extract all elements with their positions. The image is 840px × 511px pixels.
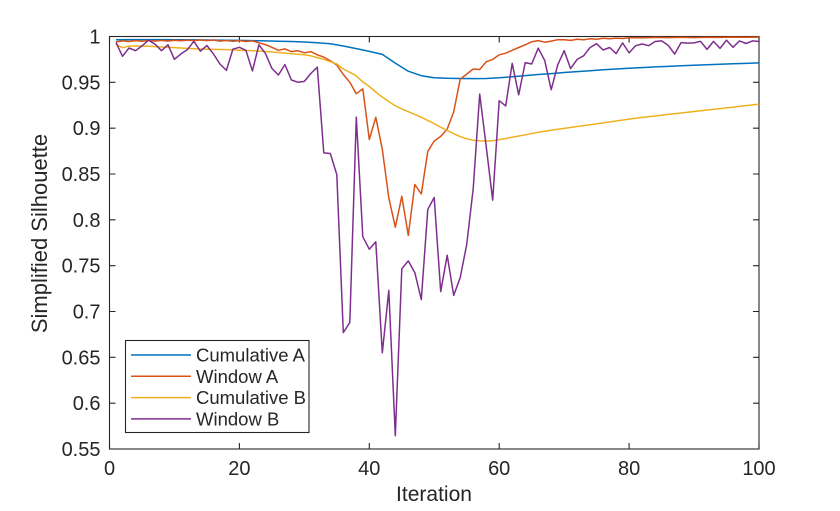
svg-text:20: 20 [228, 458, 250, 480]
svg-text:Window B: Window B [196, 408, 279, 429]
svg-text:0.8: 0.8 [73, 210, 101, 232]
svg-text:0.6: 0.6 [73, 393, 101, 415]
svg-text:0: 0 [104, 458, 115, 480]
svg-text:Cumulative A: Cumulative A [196, 345, 306, 366]
svg-text:80: 80 [618, 458, 640, 480]
svg-text:Cumulative B: Cumulative B [196, 387, 306, 408]
svg-text:Window A: Window A [196, 366, 279, 387]
svg-text:Iteration: Iteration [396, 483, 472, 506]
svg-text:1: 1 [89, 27, 100, 49]
svg-text:Simplified Silhouette: Simplified Silhouette [27, 134, 52, 333]
svg-text:100: 100 [742, 458, 775, 480]
svg-text:0.7: 0.7 [73, 302, 101, 324]
svg-text:0.65: 0.65 [62, 347, 101, 369]
svg-text:0.95: 0.95 [62, 72, 101, 94]
svg-text:0.75: 0.75 [62, 256, 101, 278]
svg-text:40: 40 [358, 458, 380, 480]
svg-text:0.9: 0.9 [73, 118, 101, 140]
svg-text:0.55: 0.55 [62, 439, 101, 461]
svg-text:0.85: 0.85 [62, 164, 101, 186]
svg-text:60: 60 [488, 458, 510, 480]
